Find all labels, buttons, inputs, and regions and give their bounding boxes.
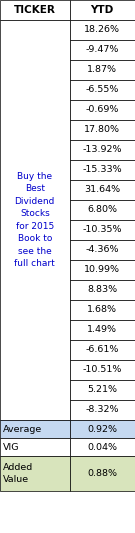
Bar [70, 200, 135, 220]
Text: 18.26%: 18.26% [84, 26, 120, 35]
Text: 8.83%: 8.83% [87, 286, 117, 295]
Bar [70, 0, 135, 20]
Bar [70, 120, 135, 140]
Bar [0, 420, 70, 438]
Bar [70, 100, 135, 120]
Text: -10.35%: -10.35% [82, 225, 122, 235]
Text: 0.88%: 0.88% [87, 469, 117, 478]
Text: Buy the
Best
Dividend
Stocks
for 2015
Book to
see the
full chart: Buy the Best Dividend Stocks for 2015 Bo… [14, 172, 55, 268]
Bar [70, 60, 135, 80]
Bar [0, 456, 70, 491]
Bar [0, 0, 70, 20]
Text: -15.33%: -15.33% [82, 166, 122, 174]
Text: YTD: YTD [91, 5, 114, 15]
Bar [70, 320, 135, 340]
Bar [70, 260, 135, 280]
Bar [70, 180, 135, 200]
Bar [70, 340, 135, 360]
Text: -4.36%: -4.36% [85, 246, 119, 254]
Bar [70, 220, 135, 240]
Bar [70, 80, 135, 100]
Bar [70, 456, 135, 491]
Text: 1.49%: 1.49% [87, 326, 117, 335]
Text: 1.87%: 1.87% [87, 66, 117, 75]
Bar [70, 140, 135, 160]
Text: 0.92%: 0.92% [87, 424, 117, 433]
Bar [0, 20, 70, 420]
Bar [70, 400, 135, 420]
Bar [70, 160, 135, 180]
Bar [70, 420, 135, 438]
Text: -10.51%: -10.51% [83, 366, 122, 375]
Bar [70, 40, 135, 60]
Text: -13.92%: -13.92% [82, 146, 122, 155]
Text: TICKER: TICKER [14, 5, 56, 15]
Text: 31.64%: 31.64% [84, 185, 120, 195]
Text: 10.99%: 10.99% [84, 265, 120, 274]
Bar [70, 438, 135, 456]
Text: 0.04%: 0.04% [87, 442, 117, 451]
Bar [70, 360, 135, 380]
Bar [70, 280, 135, 300]
Bar [70, 240, 135, 260]
Text: 1.68%: 1.68% [87, 305, 117, 314]
Bar [70, 20, 135, 40]
Text: -6.61%: -6.61% [86, 345, 119, 354]
Text: -6.55%: -6.55% [86, 85, 119, 94]
Text: -0.69%: -0.69% [86, 106, 119, 115]
Bar [0, 438, 70, 456]
Text: Average: Average [3, 424, 42, 433]
Bar [70, 380, 135, 400]
Text: 5.21%: 5.21% [87, 385, 117, 394]
Text: -9.47%: -9.47% [86, 45, 119, 54]
Bar [70, 300, 135, 320]
Text: -8.32%: -8.32% [85, 406, 119, 415]
Text: 17.80%: 17.80% [84, 125, 120, 134]
Text: VIG: VIG [3, 442, 19, 451]
Text: 6.80%: 6.80% [87, 206, 117, 214]
Text: Added
Value: Added Value [3, 464, 33, 483]
